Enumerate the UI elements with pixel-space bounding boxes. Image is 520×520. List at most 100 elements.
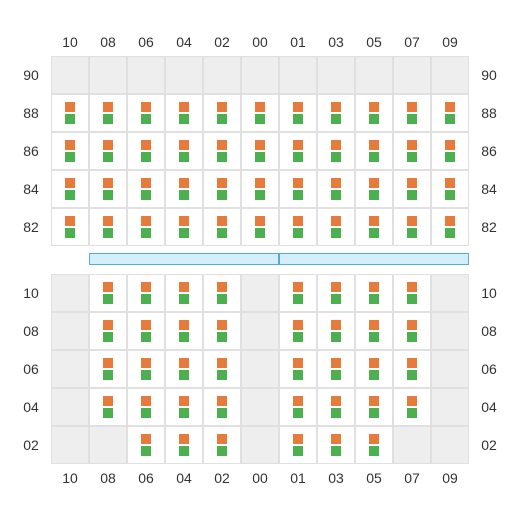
seat-filled[interactable] [203,312,241,350]
seat-filled[interactable] [203,350,241,388]
seat-filled[interactable] [393,274,431,312]
seat-filled[interactable] [317,350,355,388]
seat-filled[interactable] [51,208,89,246]
seat-empty[interactable] [89,56,127,94]
seat-filled[interactable] [89,312,127,350]
seat-filled[interactable] [127,388,165,426]
seat-filled[interactable] [393,312,431,350]
seat-filled[interactable] [89,208,127,246]
seat-filled[interactable] [355,274,393,312]
seat-empty[interactable] [51,426,89,464]
seat-empty[interactable] [203,56,241,94]
seat-filled[interactable] [241,208,279,246]
seat-empty[interactable] [317,56,355,94]
seat-filled[interactable] [355,170,393,208]
seat-filled[interactable] [203,388,241,426]
seat-filled[interactable] [317,94,355,132]
seat-filled[interactable] [279,388,317,426]
seat-filled[interactable] [279,312,317,350]
seat-filled[interactable] [203,94,241,132]
seat-filled[interactable] [317,170,355,208]
seat-filled[interactable] [355,132,393,170]
seat-empty[interactable] [165,56,203,94]
seat-empty[interactable] [241,274,279,312]
seat-empty[interactable] [431,426,469,464]
seat-filled[interactable] [165,312,203,350]
seat-filled[interactable] [317,132,355,170]
seat-filled[interactable] [279,274,317,312]
seat-filled[interactable] [355,426,393,464]
seat-filled[interactable] [203,170,241,208]
seat-filled[interactable] [165,170,203,208]
seat-filled[interactable] [241,94,279,132]
seat-filled[interactable] [241,170,279,208]
seat-empty[interactable] [51,274,89,312]
seat-filled[interactable] [127,208,165,246]
seat-empty[interactable] [51,312,89,350]
seat-filled[interactable] [127,170,165,208]
seat-filled[interactable] [203,274,241,312]
seat-empty[interactable] [241,426,279,464]
seat-empty[interactable] [241,388,279,426]
seat-filled[interactable] [317,388,355,426]
seat-filled[interactable] [165,208,203,246]
seat-filled[interactable] [279,94,317,132]
seat-filled[interactable] [393,132,431,170]
seat-filled[interactable] [393,388,431,426]
seat-filled[interactable] [165,426,203,464]
seat-filled[interactable] [355,312,393,350]
seat-filled[interactable] [317,274,355,312]
seat-empty[interactable] [279,56,317,94]
seat-filled[interactable] [165,274,203,312]
seat-filled[interactable] [203,132,241,170]
seat-filled[interactable] [279,350,317,388]
seat-filled[interactable] [355,350,393,388]
seat-filled[interactable] [317,312,355,350]
seat-empty[interactable] [393,56,431,94]
seat-filled[interactable] [431,170,469,208]
seat-empty[interactable] [51,56,89,94]
seat-empty[interactable] [51,350,89,388]
seat-filled[interactable] [317,208,355,246]
seat-filled[interactable] [279,426,317,464]
seat-filled[interactable] [89,274,127,312]
seat-filled[interactable] [127,132,165,170]
seat-empty[interactable] [51,388,89,426]
seat-filled[interactable] [431,94,469,132]
seat-filled[interactable] [165,132,203,170]
seat-empty[interactable] [241,350,279,388]
seat-filled[interactable] [393,208,431,246]
seat-filled[interactable] [279,170,317,208]
seat-filled[interactable] [127,312,165,350]
seat-filled[interactable] [203,208,241,246]
seat-filled[interactable] [89,388,127,426]
seat-empty[interactable] [431,274,469,312]
seat-empty[interactable] [431,388,469,426]
seat-filled[interactable] [431,208,469,246]
seat-empty[interactable] [127,56,165,94]
seat-filled[interactable] [431,132,469,170]
seat-filled[interactable] [355,94,393,132]
seat-filled[interactable] [241,132,279,170]
seat-filled[interactable] [393,170,431,208]
seat-filled[interactable] [89,94,127,132]
seat-empty[interactable] [89,426,127,464]
seat-filled[interactable] [89,350,127,388]
seat-empty[interactable] [355,56,393,94]
seat-filled[interactable] [165,388,203,426]
seat-filled[interactable] [355,388,393,426]
seat-empty[interactable] [431,350,469,388]
seat-empty[interactable] [241,56,279,94]
seat-filled[interactable] [51,132,89,170]
seat-empty[interactable] [393,426,431,464]
seat-filled[interactable] [393,350,431,388]
seat-filled[interactable] [317,426,355,464]
seat-filled[interactable] [89,170,127,208]
seat-filled[interactable] [89,132,127,170]
seat-filled[interactable] [127,274,165,312]
seat-empty[interactable] [241,312,279,350]
seat-empty[interactable] [431,312,469,350]
seat-empty[interactable] [431,56,469,94]
seat-filled[interactable] [127,426,165,464]
seat-filled[interactable] [51,170,89,208]
